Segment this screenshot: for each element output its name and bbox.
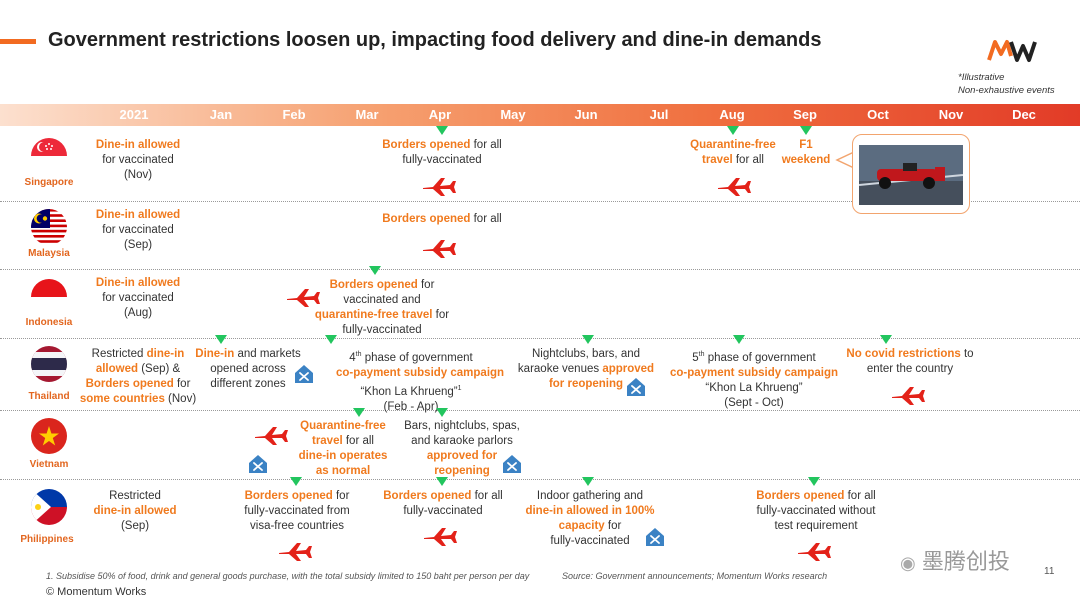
country-label-malaysia: Malaysia <box>28 248 70 259</box>
event-marker <box>733 335 745 344</box>
plane-icon <box>890 384 926 406</box>
ph-borders-all-event: Borders opened for all fully-vaccinated <box>383 490 503 517</box>
timeline-bar <box>0 104 1080 126</box>
indonesia-flag-icon <box>31 279 67 315</box>
page-title: Government restrictions loosen up, impac… <box>48 29 822 51</box>
ph-borders-visa-free-event: Borders opened for fully-vaccinated from… <box>244 490 350 532</box>
illustrative-note: *Illustrative Non-exhaustive events <box>958 72 1055 96</box>
malaysia-flag-icon <box>31 209 67 245</box>
row-divider <box>0 269 1080 270</box>
reopening-icon <box>645 527 665 547</box>
ph-indoor-dine-in-event: Indoor gathering and dine-in allowed in … <box>525 490 655 547</box>
sg-f1-event: F1 weekend <box>781 139 831 166</box>
vn-bars-reopening-event: Bars, nightclubs, spas, and karaoke parl… <box>404 420 520 477</box>
sg-dine-in-event: Dine-in allowed for vaccinated (Nov) <box>95 139 181 181</box>
vietnam-flag-icon <box>31 418 67 454</box>
th-nightclubs-reopening-event: Nightclubs, bars, and karaoke venues app… <box>517 348 655 390</box>
event-marker <box>582 335 594 344</box>
reopening-icon <box>502 454 522 474</box>
th-no-covid-restrictions-event: No covid restrictions to enter the count… <box>846 348 974 375</box>
month-label-jun: Jun <box>574 107 598 122</box>
vn-quarantine-free-event: Quarantine-free travel for all dine-in o… <box>298 420 388 477</box>
footnote: 1. Subsidise 50% of food, drink and gene… <box>46 571 530 581</box>
event-marker <box>436 408 448 417</box>
plane-icon <box>796 540 832 562</box>
my-borders-event: Borders opened for all <box>382 213 502 225</box>
reopening-icon <box>294 364 314 384</box>
row-divider <box>0 201 1080 202</box>
month-label-may: May <box>500 107 526 122</box>
country-label-vietnam: Vietnam <box>29 459 69 470</box>
reopening-icon <box>626 377 646 397</box>
event-marker <box>880 335 892 344</box>
th-dine-in-markets-event: Dine-in and markets opened across differ… <box>195 348 301 390</box>
sg-borders-event: Borders opened for all fully-vaccinated <box>382 139 502 166</box>
country-label-singapore: Singapore <box>24 177 74 188</box>
country-label-philippines: Philippines <box>20 534 74 545</box>
plane-icon <box>277 540 313 562</box>
month-label-jan: Jan <box>209 107 233 122</box>
source-note: Source: Government announcements; Moment… <box>562 571 828 581</box>
momentum-works-logo <box>985 36 1045 66</box>
event-marker <box>800 126 812 135</box>
plane-icon <box>422 525 458 547</box>
thailand-flag-icon <box>31 346 67 382</box>
event-marker <box>436 477 448 486</box>
plane-icon <box>716 175 752 197</box>
event-marker <box>353 408 365 417</box>
sg-quarantine-free-event: Quarantine-free travel for all <box>690 139 776 166</box>
ph-borders-no-test-event: Borders opened for all fully-vaccinated … <box>756 490 876 532</box>
th-4th-phase-campaign-event: 4th phase of government co-payment subsi… <box>336 351 505 413</box>
plane-icon <box>421 175 457 197</box>
plane-icon <box>253 424 289 446</box>
month-label-year: 2021 <box>119 107 149 122</box>
row-divider <box>0 479 1080 480</box>
callout-pointer <box>835 151 855 169</box>
event-marker <box>369 266 381 275</box>
month-label-feb: Feb <box>282 107 306 122</box>
philippines-flag-icon <box>31 489 67 525</box>
event-marker <box>290 477 302 486</box>
row-divider <box>0 410 1080 411</box>
id-borders-event: Borders opened for vaccinated and quaran… <box>314 279 450 336</box>
page-number: 11 <box>1044 566 1055 577</box>
th-restricted-dine-in-event: Restricted dine-in allowed (Sep) & Borde… <box>79 348 197 405</box>
id-dine-in-event: Dine-in allowed for vaccinated (Aug) <box>95 277 181 319</box>
month-label-aug: Aug <box>719 107 745 122</box>
month-label-jul: Jul <box>649 107 669 122</box>
month-label-mar: Mar <box>355 107 379 122</box>
ph-restricted-dine-in-event: Restricted dine-in allowed (Sep) <box>93 490 177 532</box>
event-marker <box>436 126 448 135</box>
plane-icon <box>421 237 457 259</box>
month-label-nov: Nov <box>938 107 964 122</box>
event-marker <box>215 335 227 344</box>
month-label-apr: Apr <box>428 107 452 122</box>
singapore-flag-icon <box>31 138 67 174</box>
title-accent-bar <box>0 39 36 44</box>
wechat-icon: ◉ <box>900 553 916 573</box>
month-label-sep: Sep <box>793 107 817 122</box>
row-divider <box>0 338 1080 339</box>
f1-car-image <box>859 145 963 205</box>
country-label-thailand: Thailand <box>28 391 70 402</box>
f1-photo-callout <box>852 134 970 214</box>
copyright: © Momentum Works <box>46 586 147 598</box>
event-marker <box>325 335 337 344</box>
event-marker <box>808 477 820 486</box>
country-label-indonesia: Indonesia <box>25 317 73 328</box>
event-marker <box>727 126 739 135</box>
month-label-dec: Dec <box>1012 107 1036 122</box>
watermark: ◉ 墨腾创投 <box>900 549 1010 574</box>
reopening-icon <box>248 454 268 474</box>
my-dine-in-event: Dine-in allowed for vaccinated (Sep) <box>95 209 181 251</box>
event-marker <box>582 477 594 486</box>
month-label-oct: Oct <box>867 107 889 122</box>
th-5th-phase-campaign-event: 5th phase of government co-payment subsi… <box>669 351 839 409</box>
